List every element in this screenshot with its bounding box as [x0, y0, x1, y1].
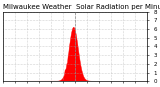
- Text: Milwaukee Weather  Solar Radiation per Minute W/m² (Last 24 Hours): Milwaukee Weather Solar Radiation per Mi…: [3, 3, 160, 10]
